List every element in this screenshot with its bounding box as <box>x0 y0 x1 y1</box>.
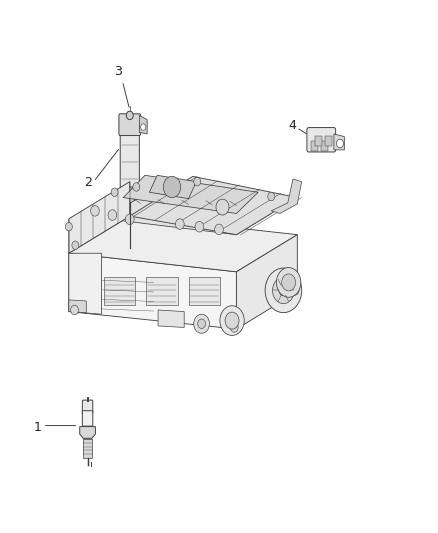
Circle shape <box>272 277 294 304</box>
Circle shape <box>282 274 296 291</box>
Polygon shape <box>69 253 237 329</box>
Circle shape <box>265 268 302 313</box>
Circle shape <box>71 305 78 315</box>
Circle shape <box>126 111 133 119</box>
Bar <box>315 136 322 146</box>
Polygon shape <box>124 187 136 203</box>
Circle shape <box>141 124 146 130</box>
Polygon shape <box>334 134 344 150</box>
Circle shape <box>125 214 134 224</box>
FancyBboxPatch shape <box>119 114 141 135</box>
Circle shape <box>216 199 229 215</box>
Circle shape <box>291 286 299 295</box>
Polygon shape <box>237 235 297 329</box>
Circle shape <box>194 177 201 186</box>
Bar <box>321 141 328 151</box>
Circle shape <box>108 210 117 220</box>
Circle shape <box>65 222 72 231</box>
FancyBboxPatch shape <box>120 132 139 189</box>
Circle shape <box>163 176 181 198</box>
Circle shape <box>225 312 239 329</box>
Circle shape <box>194 314 209 333</box>
Polygon shape <box>69 253 102 314</box>
Bar <box>83 439 92 458</box>
Circle shape <box>215 224 223 235</box>
Text: 3: 3 <box>114 65 122 78</box>
FancyBboxPatch shape <box>82 411 93 426</box>
Polygon shape <box>123 175 258 214</box>
Circle shape <box>133 183 140 191</box>
Circle shape <box>336 139 343 148</box>
Bar <box>311 141 318 151</box>
Circle shape <box>195 221 204 232</box>
Polygon shape <box>69 182 130 253</box>
Circle shape <box>230 322 238 332</box>
FancyBboxPatch shape <box>82 400 93 414</box>
Circle shape <box>268 192 275 201</box>
Bar <box>189 277 220 305</box>
Polygon shape <box>139 115 147 134</box>
Circle shape <box>220 306 244 335</box>
Bar <box>146 277 178 305</box>
Circle shape <box>111 188 118 197</box>
Text: 4: 4 <box>289 119 297 133</box>
Circle shape <box>276 268 301 297</box>
Polygon shape <box>158 310 184 327</box>
Circle shape <box>72 241 79 249</box>
Bar <box>104 277 135 305</box>
Polygon shape <box>106 197 271 235</box>
Circle shape <box>279 285 288 296</box>
Polygon shape <box>130 176 297 235</box>
Text: 1: 1 <box>34 421 42 434</box>
Polygon shape <box>149 175 196 199</box>
Bar <box>325 136 332 146</box>
FancyBboxPatch shape <box>307 127 336 152</box>
Text: 2: 2 <box>84 176 92 189</box>
Polygon shape <box>271 179 302 214</box>
Polygon shape <box>80 426 95 438</box>
Circle shape <box>91 206 99 216</box>
Polygon shape <box>69 300 86 313</box>
Polygon shape <box>69 216 297 272</box>
Circle shape <box>176 219 184 229</box>
Circle shape <box>198 319 205 328</box>
